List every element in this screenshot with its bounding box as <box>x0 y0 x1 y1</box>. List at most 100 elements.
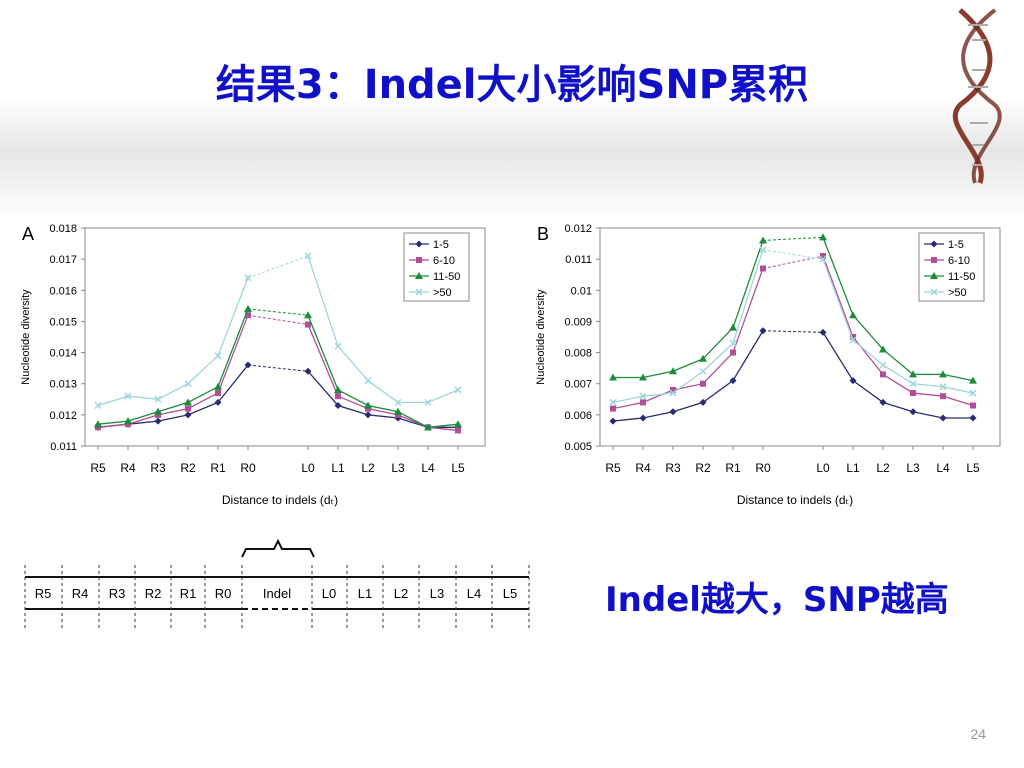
y-tick-label: 0.016 <box>49 285 77 297</box>
x-tick-label: R4 <box>120 461 136 475</box>
point-marker <box>760 265 766 272</box>
x-tick-label: L0 <box>816 461 830 475</box>
point-marker <box>969 414 977 422</box>
point-marker <box>909 408 917 416</box>
segment-label: L1 <box>358 586 372 601</box>
point-marker <box>820 253 826 260</box>
point-marker <box>909 380 917 388</box>
legend-entry: 1-5 <box>948 239 964 251</box>
point-marker <box>931 257 937 263</box>
point-marker <box>305 321 311 328</box>
point-marker <box>394 398 402 406</box>
series-11-50 <box>94 304 462 431</box>
point-marker <box>939 383 947 391</box>
point-marker <box>214 352 222 360</box>
x-tick-label: L2 <box>876 461 890 475</box>
point-marker <box>304 367 312 375</box>
chart-panel-a: A 0.018 0.017 0.016 0.015 0.014 0.013 0.012 0.01… <box>15 218 515 508</box>
segment-label: L0 <box>322 586 336 601</box>
point-marker <box>245 312 251 319</box>
series->50 <box>609 246 977 406</box>
y-tick-label: 0.01 <box>571 285 592 297</box>
series-6-10 <box>95 312 461 434</box>
x-tick-label: L3 <box>391 461 405 475</box>
x-axis-label: Distance to indels (dₜ) <box>737 493 853 507</box>
x-tick-label: L5 <box>451 461 465 475</box>
legend-entry: 11-50 <box>433 271 460 283</box>
point-marker <box>424 398 432 406</box>
y-tick-label: 0.007 <box>564 379 592 391</box>
panel-label: A <box>22 224 34 244</box>
point-marker <box>639 414 647 422</box>
point-marker <box>939 370 947 378</box>
legend-entry: 11-50 <box>948 271 975 283</box>
point-marker <box>214 398 222 406</box>
y-tick-label: 0.012 <box>564 223 592 235</box>
point-marker <box>95 424 101 431</box>
point-marker <box>909 370 917 378</box>
y-tick-label: 0.014 <box>49 348 77 360</box>
segment-label: L3 <box>430 586 444 601</box>
x-tick-label: R2 <box>695 461 711 475</box>
point-marker <box>304 311 312 319</box>
point-marker <box>334 385 342 393</box>
series-gap-connector <box>762 255 824 269</box>
legend: 1-5 6-10 11-50 >50 <box>918 232 985 302</box>
series-line-right <box>822 237 974 382</box>
point-marker <box>416 257 422 263</box>
point-marker <box>850 334 856 340</box>
point-marker <box>455 427 461 434</box>
y-tick-label: 0.018 <box>49 223 77 235</box>
series-line-left <box>612 249 764 404</box>
segment-label: R4 <box>72 586 89 601</box>
point-marker <box>215 390 221 397</box>
indel-position-diagram: R5 R4 R3 R2 R1 R0 Indel L0 L1 L2 L3 L4 L5 <box>22 535 542 635</box>
segment-label: R5 <box>35 586 52 601</box>
y-tick-label: 0.009 <box>564 316 592 328</box>
diagram-background <box>22 535 542 635</box>
series-line-right <box>822 258 974 394</box>
point-marker <box>184 380 192 388</box>
point-marker <box>640 399 646 406</box>
point-marker <box>364 411 372 419</box>
point-marker <box>334 402 342 410</box>
point-marker <box>930 288 938 296</box>
point-marker <box>609 373 617 381</box>
legend-entry: >50 <box>433 287 452 299</box>
indel-brace <box>241 538 315 558</box>
point-marker <box>879 345 887 353</box>
dna-helix-icon <box>952 8 1002 184</box>
x-tick-label: R4 <box>635 461 651 475</box>
series-line-left <box>97 314 249 428</box>
point-marker <box>729 323 737 331</box>
point-marker <box>879 361 887 369</box>
y-tick-label: 0.012 <box>49 410 77 422</box>
point-marker <box>730 349 736 356</box>
legend-entry: 1-5 <box>433 239 449 251</box>
point-marker <box>415 272 423 279</box>
point-marker <box>669 408 677 416</box>
x-tick-label: L1 <box>331 461 345 475</box>
series-6-10 <box>610 253 976 412</box>
series->50 <box>94 252 462 410</box>
segment-label: R3 <box>109 586 126 601</box>
series-gap-connector <box>762 330 824 333</box>
x-tick-label: R5 <box>90 461 106 475</box>
point-marker <box>364 401 372 409</box>
segment-label: L4 <box>467 586 481 601</box>
point-marker <box>365 405 371 412</box>
point-marker <box>639 373 647 381</box>
y-tick-label: 0.015 <box>49 316 77 328</box>
series-line-right <box>307 314 459 428</box>
point-marker <box>939 414 947 422</box>
point-marker <box>699 367 707 375</box>
point-marker <box>304 252 312 260</box>
x-axis-label: Distance to indels (dₜ) <box>222 493 338 507</box>
series-line-right <box>307 324 459 432</box>
indel-label: Indel <box>263 586 291 601</box>
point-marker <box>94 420 102 428</box>
x-tick-label: R1 <box>725 461 741 475</box>
segment-label: L5 <box>503 586 517 601</box>
series-1-5 <box>609 327 977 425</box>
point-marker <box>940 393 946 400</box>
